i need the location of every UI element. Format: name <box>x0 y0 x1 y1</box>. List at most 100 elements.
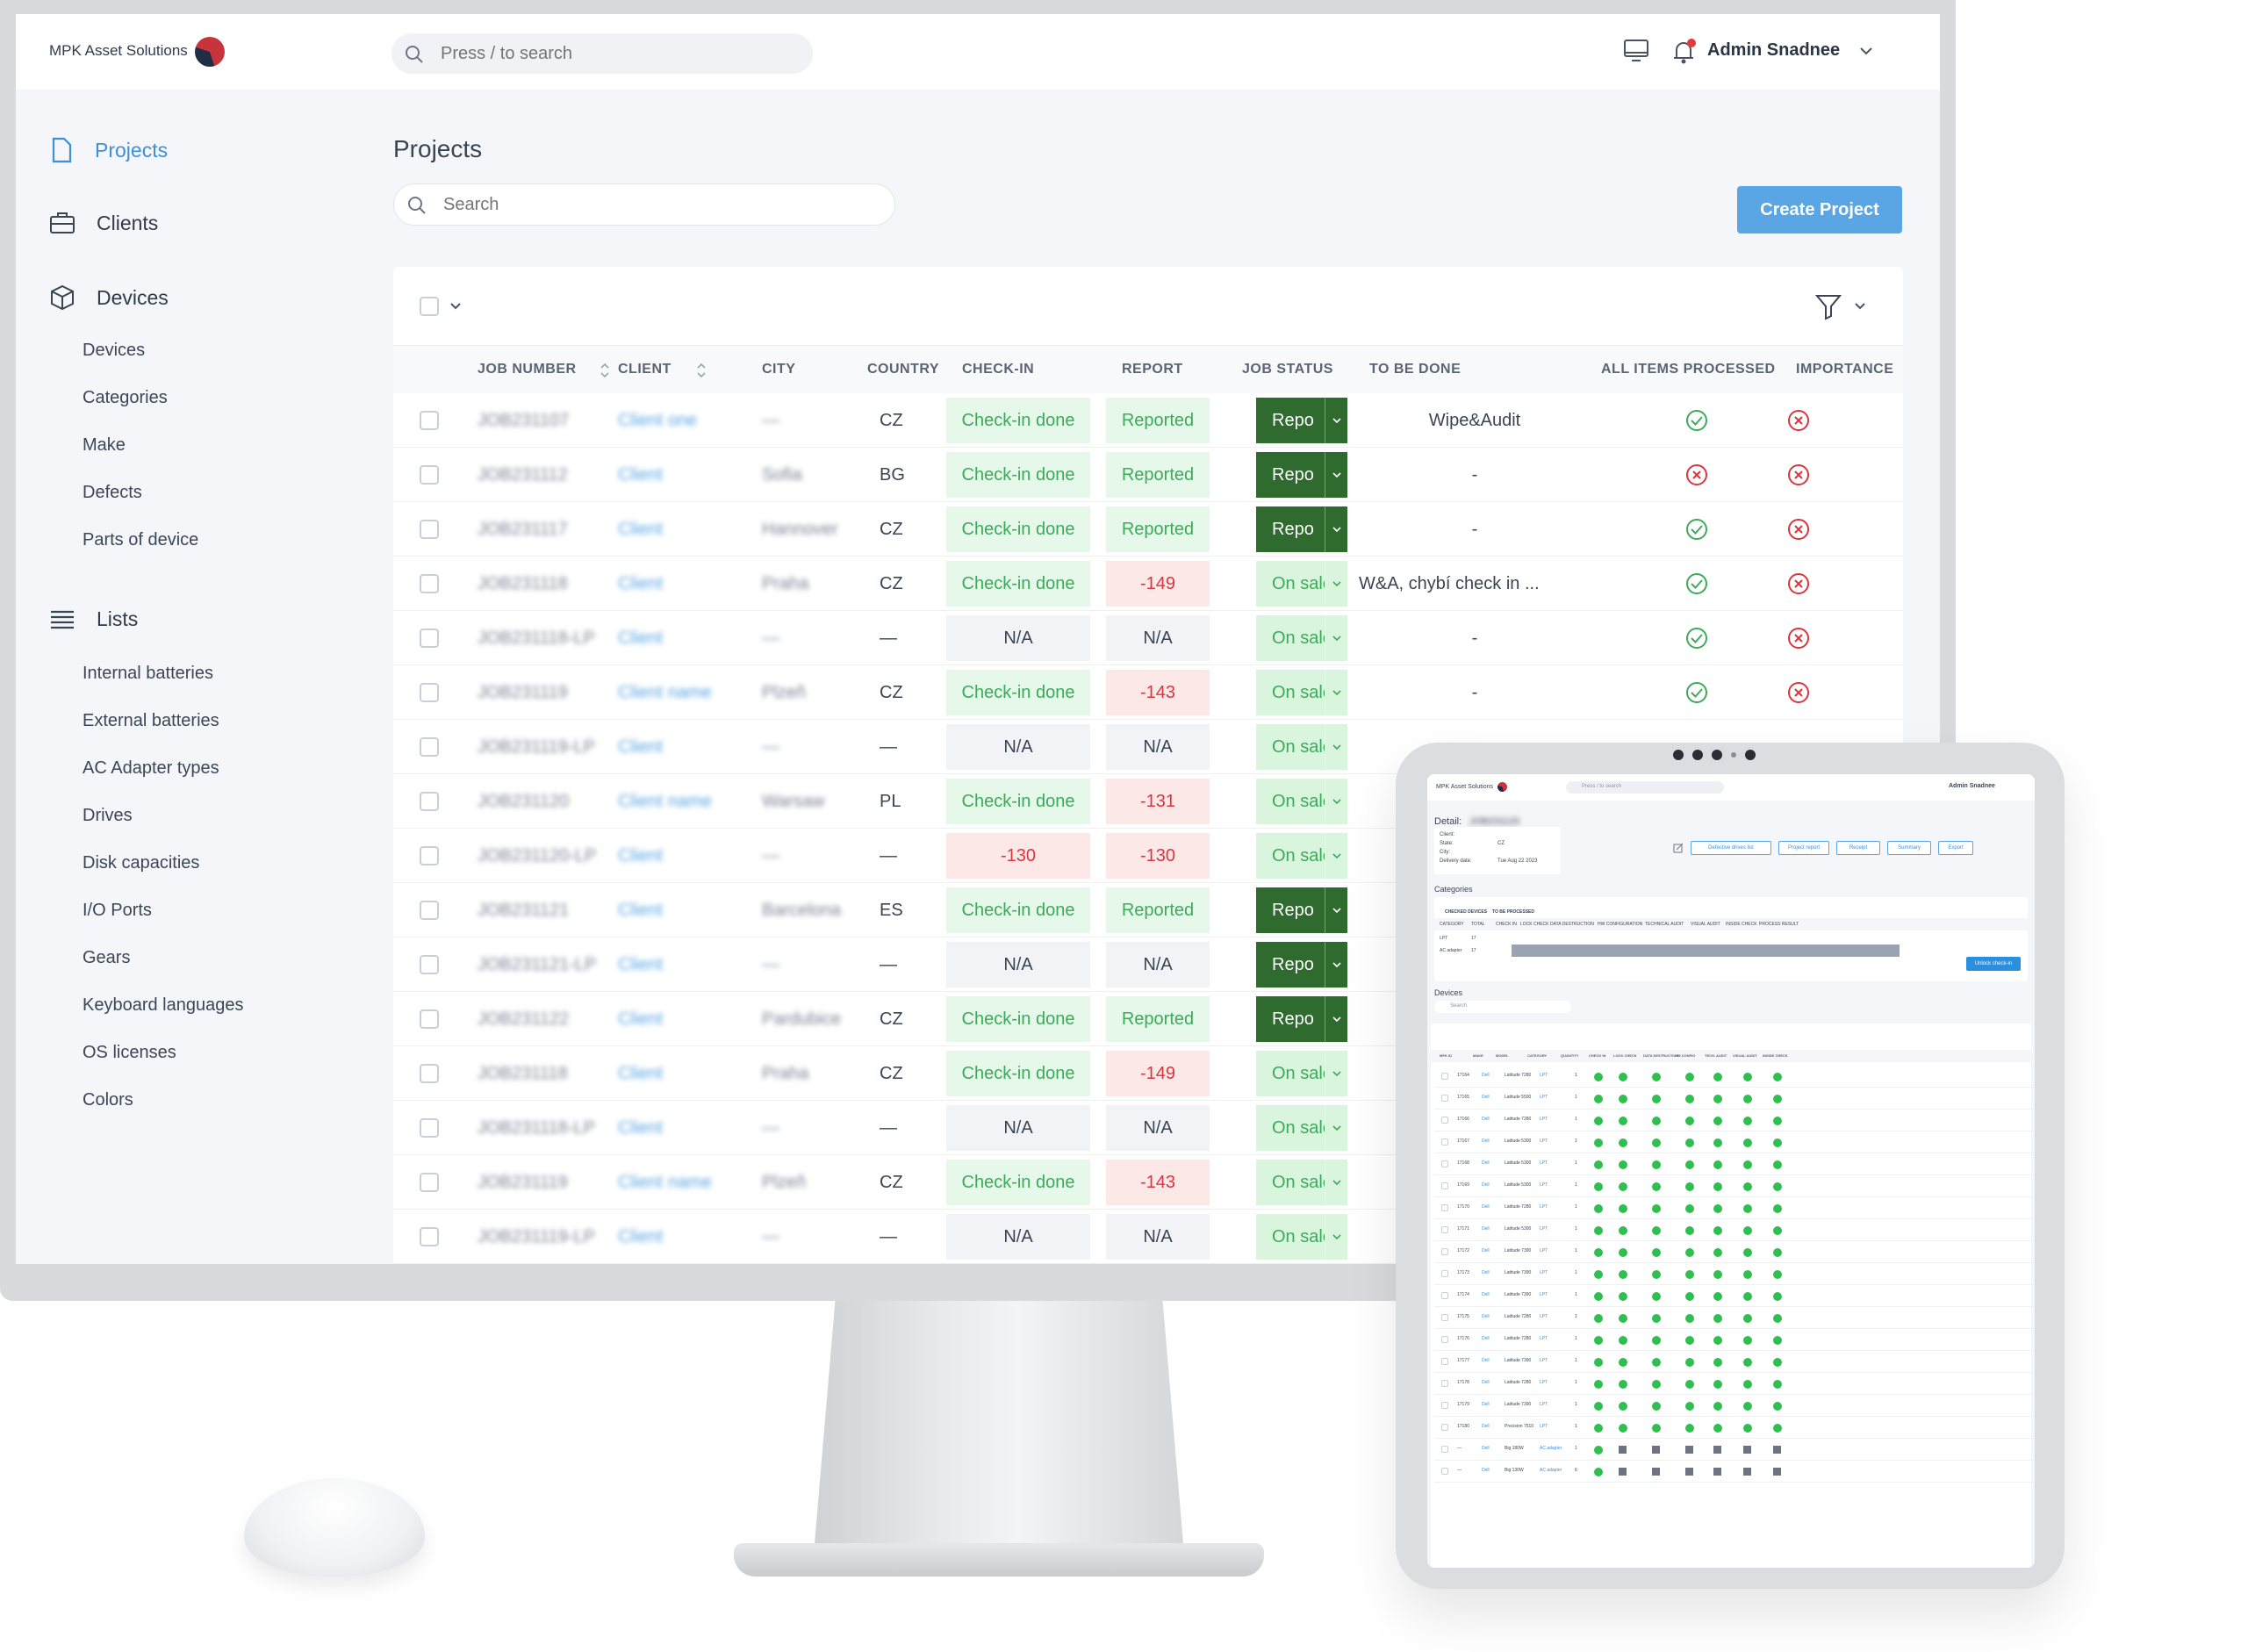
chevron-down-icon[interactable] <box>1325 561 1347 607</box>
monitor-icon[interactable] <box>1622 37 1650 65</box>
client-link[interactable]: Client name <box>618 1172 712 1192</box>
device-cell[interactable]: LPT <box>1540 1292 1548 1297</box>
device-row[interactable]: 17165 Dell Latitude 5500 LPT 1 <box>1434 1088 2035 1110</box>
row-checkbox[interactable] <box>420 683 439 702</box>
device-cell[interactable]: LPT <box>1540 1160 1548 1166</box>
job-status-select[interactable]: On sale <box>1256 670 1347 715</box>
bell-icon[interactable] <box>1670 37 1699 67</box>
table-row[interactable]: JOB231122 Client Pardubice CZ Check-in done R… <box>393 992 1903 1046</box>
chevron-down-icon[interactable] <box>1325 1105 1347 1151</box>
device-row[interactable]: 17167 Dell Latitude 5300 LPT 1 <box>1434 1131 2035 1153</box>
client-link[interactable]: Client <box>618 736 664 757</box>
device-cell[interactable]: Dell <box>1482 1204 1490 1210</box>
device-row-checkbox[interactable] <box>1441 1468 1448 1475</box>
chevron-down-icon[interactable] <box>1325 996 1347 1042</box>
sidebar-subitem-devices[interactable]: Devices <box>83 341 146 360</box>
table-row[interactable]: JOB231120 Client name Warsaw PL Check-in don… <box>393 774 1903 829</box>
table-row[interactable]: JOB231121-LP Client — — N/A N/A Repo <box>393 937 1903 992</box>
row-checkbox[interactable] <box>420 792 439 811</box>
device-cell[interactable]: Dell <box>1482 1424 1490 1429</box>
device-row[interactable]: 17164 Dell Latitude 7280 LPT 1 <box>1434 1066 2035 1088</box>
device-cell[interactable]: LPT <box>1540 1248 1548 1253</box>
row-checkbox[interactable] <box>420 628 439 648</box>
filter-icon[interactable] <box>1813 291 1843 321</box>
client-link[interactable]: Client <box>618 1117 664 1138</box>
device-row[interactable]: — Dell Big 130W AC adapter 6 <box>1434 1461 2035 1483</box>
device-cell[interactable]: Dell <box>1482 1160 1490 1166</box>
sidebar-subitem-disk-capacities[interactable]: Disk capacities <box>83 853 200 873</box>
row-checkbox[interactable] <box>420 955 439 974</box>
job-status-select[interactable]: On sale <box>1256 615 1347 661</box>
device-cell[interactable]: Dell <box>1482 1095 1490 1100</box>
table-row[interactable]: JOB231118-LP Client — — N/A N/A On sale - <box>393 611 1903 665</box>
device-row[interactable]: 17175 Dell Latitude 7280 LPT 1 <box>1434 1307 2035 1329</box>
chevron-down-icon[interactable] <box>1325 1160 1347 1205</box>
global-search[interactable] <box>391 33 813 74</box>
job-status-select[interactable]: Repo <box>1256 398 1347 443</box>
device-row-checkbox[interactable] <box>1441 1204 1448 1211</box>
client-link[interactable]: Client <box>618 628 664 648</box>
column-header-client[interactable]: CLIENT <box>618 362 672 377</box>
job-status-select[interactable]: On sale <box>1256 724 1347 770</box>
table-row[interactable]: JOB231112 Client Sofia BG Check-in done Repor… <box>393 448 1903 502</box>
job-status-select[interactable]: On sale <box>1256 1214 1347 1260</box>
device-row[interactable]: 17174 Dell Latitude 7390 LPT 1 <box>1434 1285 2035 1307</box>
device-cell[interactable]: Dell <box>1482 1446 1490 1451</box>
device-cell[interactable]: LPT <box>1540 1424 1548 1429</box>
sidebar-item-clients[interactable]: Clients <box>49 211 158 235</box>
device-cell[interactable]: Dell <box>1482 1358 1490 1363</box>
row-checkbox[interactable] <box>420 1118 439 1138</box>
job-status-select[interactable]: On sale <box>1256 1105 1347 1151</box>
client-link[interactable]: Client <box>618 845 664 866</box>
summary-button[interactable]: Summary <box>1887 841 1931 855</box>
row-checkbox[interactable] <box>420 574 439 593</box>
device-cell[interactable]: LPT <box>1540 1314 1548 1319</box>
device-row[interactable]: 17172 Dell Latitude 7390 LPT 1 <box>1434 1241 2035 1263</box>
device-row-checkbox[interactable] <box>1441 1314 1448 1321</box>
client-link[interactable]: Client <box>618 954 664 974</box>
job-status-select[interactable]: On sale <box>1256 1160 1347 1205</box>
client-link[interactable]: Client <box>618 573 664 593</box>
device-row-checkbox[interactable] <box>1441 1182 1448 1189</box>
device-cell[interactable]: Dell <box>1482 1117 1490 1122</box>
chevron-down-icon[interactable] <box>1325 506 1347 552</box>
job-number[interactable]: JOB231118 <box>478 1063 568 1083</box>
device-row[interactable]: 17170 Dell Latitude 7280 LPT 1 <box>1434 1197 2035 1219</box>
global-search-input[interactable] <box>441 33 792 74</box>
job-status-select[interactable]: Repo <box>1256 942 1347 988</box>
device-cell[interactable]: LPT <box>1540 1336 1548 1341</box>
device-cell[interactable]: LPT <box>1540 1182 1548 1188</box>
device-cell[interactable]: AC adapter <box>1540 1468 1562 1473</box>
chevron-down-icon[interactable] <box>448 298 463 314</box>
device-cell[interactable]: Dell <box>1482 1336 1490 1341</box>
job-number[interactable]: JOB231119 <box>478 1172 568 1192</box>
sidebar-subitem-internal-batteries[interactable]: Internal batteries <box>83 664 213 683</box>
select-all-checkbox[interactable] <box>420 297 439 316</box>
tab-to-be-processed[interactable]: TO BE PROCESSED <box>1492 909 1534 915</box>
tablet-search[interactable]: Press / to search <box>1566 781 1724 794</box>
sidebar-subitem-io-ports[interactable]: I/O Ports <box>83 901 152 920</box>
chevron-down-icon[interactable] <box>1325 887 1347 933</box>
job-status-select[interactable]: On sale <box>1256 779 1347 824</box>
tab-checked-devices[interactable]: CHECKED DEVICES <box>1445 909 1488 915</box>
device-row[interactable]: 17177 Dell Latitude 7390 LPT 1 <box>1434 1351 2035 1373</box>
device-row-checkbox[interactable] <box>1441 1073 1448 1080</box>
device-row-checkbox[interactable] <box>1441 1358 1448 1365</box>
device-row-checkbox[interactable] <box>1441 1424 1448 1431</box>
table-row[interactable]: JOB231119 Client name Plzeň CZ Check-in done… <box>393 665 1903 720</box>
job-status-select[interactable]: Repo <box>1256 996 1347 1042</box>
device-cell[interactable]: LPT <box>1540 1358 1548 1363</box>
job-number[interactable]: JOB231117 <box>478 519 568 539</box>
device-cell[interactable]: Dell <box>1482 1292 1490 1297</box>
table-row[interactable]: JOB231118 Client Praha CZ Check-in done -149 O… <box>393 1046 1903 1101</box>
device-row[interactable]: 17180 Dell Precision 7510 LPT 1 <box>1434 1417 2035 1439</box>
device-cell[interactable]: Dell <box>1482 1182 1490 1188</box>
table-row[interactable]: JOB231117 Client Hannover CZ Check-in done Re… <box>393 502 1903 557</box>
device-cell[interactable]: AC adapter <box>1540 1446 1562 1451</box>
client-link[interactable]: Client <box>618 519 664 539</box>
device-row-checkbox[interactable] <box>1441 1380 1448 1387</box>
device-cell[interactable]: Dell <box>1482 1138 1490 1144</box>
device-row-checkbox[interactable] <box>1441 1446 1448 1453</box>
client-link[interactable]: Client <box>618 1226 664 1246</box>
sort-icon[interactable] <box>695 361 707 380</box>
